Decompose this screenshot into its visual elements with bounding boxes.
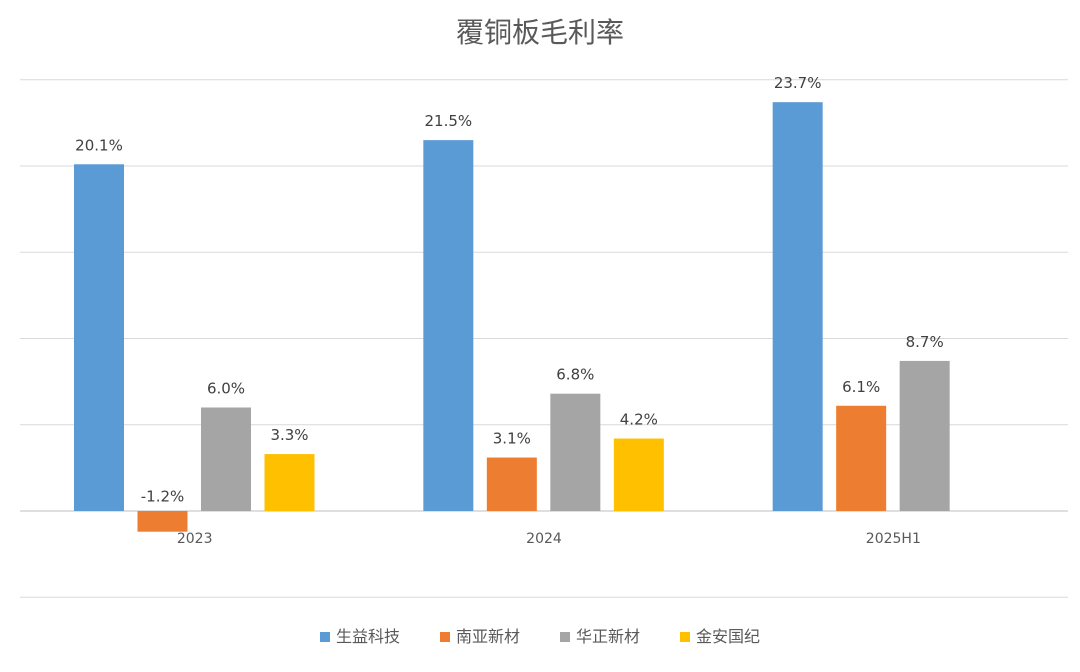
legend: 生益科技 南亚新材 华正新材 金安国纪 (320, 627, 760, 646)
legend-label: 生益科技 (336, 627, 400, 646)
bar (613, 438, 664, 511)
data-labels: 20.1% -1.2% 6.0% 3.3% 21.5% 3.1% 6.8% 4.2% 23.7%… (75, 74, 944, 506)
bar (423, 140, 474, 511)
chart-title: 覆铜板毛利率 (456, 16, 624, 49)
data-label: 21.5% (425, 112, 473, 130)
data-label: 6.1% (842, 378, 880, 396)
x-tick-label: 2023 (177, 531, 213, 547)
data-label: -1.2% (141, 488, 185, 506)
bar (74, 164, 124, 511)
data-label: 6.0% (207, 380, 245, 398)
legend-label: 南亚新材 (456, 627, 520, 646)
bar (550, 393, 601, 511)
legend-label: 金安国纪 (696, 627, 760, 646)
data-label: 23.7% (774, 74, 822, 92)
bars (74, 102, 950, 532)
bar (486, 457, 537, 511)
legend-swatch (320, 632, 330, 642)
legend-swatch (680, 632, 690, 642)
legend-swatch (560, 632, 570, 642)
data-label: 20.1% (75, 136, 123, 154)
legend-label: 华正新材 (576, 627, 640, 646)
x-tick-label: 2024 (526, 531, 562, 547)
bar (137, 511, 188, 532)
gridlines (20, 79, 1068, 598)
data-label: 4.2% (620, 411, 658, 429)
data-label: 8.7% (906, 333, 944, 351)
data-label: 3.1% (493, 430, 531, 448)
data-label: 3.3% (270, 426, 308, 444)
legend-swatch (440, 632, 450, 642)
x-axis-ticks: 2023 2024 2025H1 (177, 531, 921, 547)
bar (836, 405, 887, 511)
bar (201, 407, 251, 511)
data-label: 6.8% (556, 366, 594, 384)
bar (772, 102, 823, 512)
x-tick-label: 2025H1 (866, 531, 921, 547)
bar (899, 360, 950, 511)
bar (264, 454, 315, 511)
